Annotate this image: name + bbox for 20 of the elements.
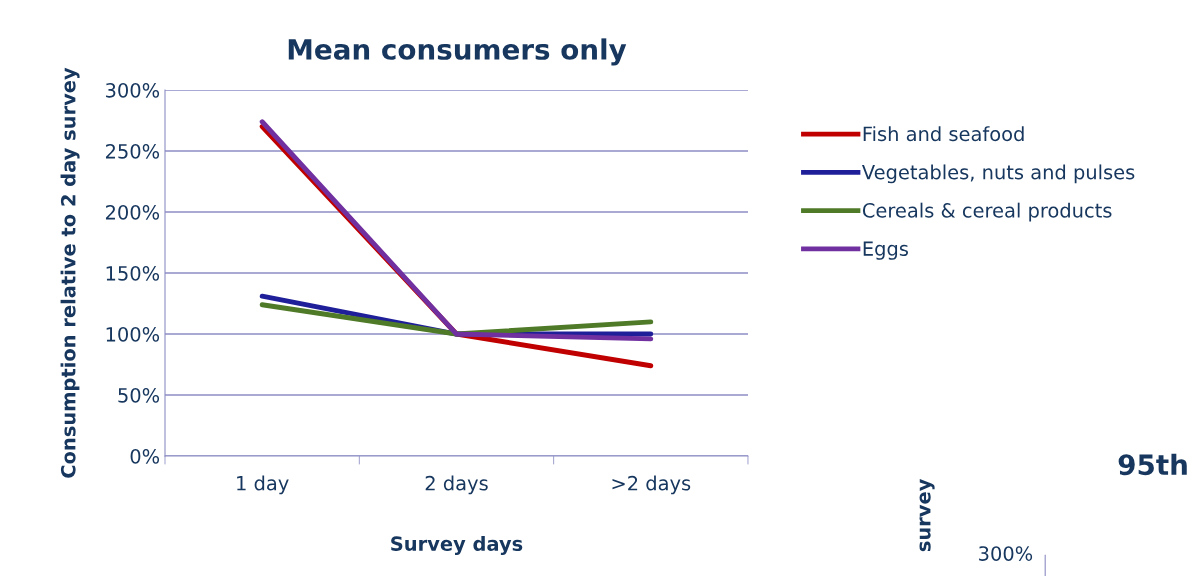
y-tick-label: 0% [130, 448, 160, 464]
y-tick-label: 200% [105, 204, 160, 220]
y-tick-label: 50% [118, 387, 160, 403]
x-axis-title: Survey days [391, 535, 523, 555]
x-tick-label: 1 day [237, 475, 289, 495]
legend-label: Cereals & cereal products [862, 202, 1112, 222]
chart-title: Mean consumers only [288, 38, 627, 66]
y-tick-label: 100% [106, 326, 160, 342]
legend-label: Fish and seafood [863, 126, 1024, 142]
legend-label: Eggs [863, 241, 908, 260]
x-tick-label: >2 days [612, 475, 691, 495]
x-tick-label: 2 days [425, 475, 488, 495]
y-tick-label: 150% [106, 265, 160, 281]
y-tick-label: 300% [106, 82, 160, 98]
legend-label: Vegetables, nuts and pulses [861, 164, 1135, 184]
y-tick-label: 250% [105, 143, 160, 159]
text: 95th [1118, 453, 1187, 476]
text: survey [919, 478, 935, 552]
y-axis-title: Consumption relative to 2 day survey [60, 67, 80, 478]
text: 300% [979, 546, 1033, 561]
